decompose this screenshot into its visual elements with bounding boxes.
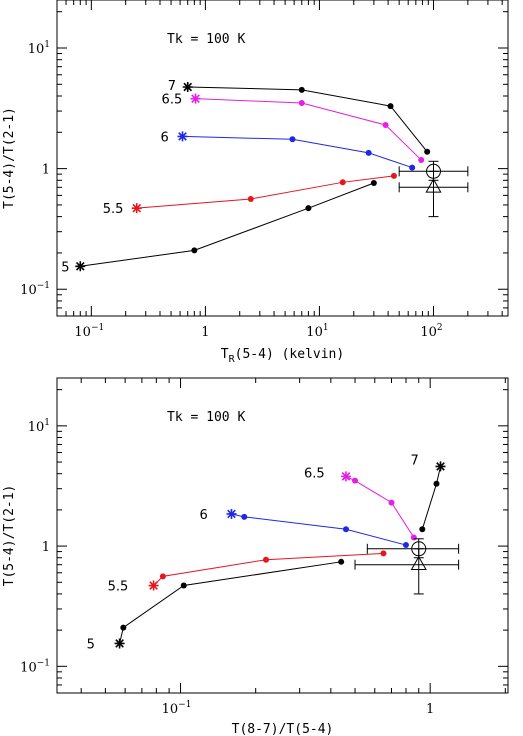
series-6: 6	[161, 130, 416, 171]
triangle-marker	[410, 555, 427, 571]
plot-frame	[56, 377, 509, 694]
series-label: 5	[61, 260, 69, 275]
y-tick-label: 101	[28, 418, 50, 435]
observation-triangle	[398, 170, 469, 218]
data-point	[387, 103, 394, 110]
series-label: 7	[168, 79, 176, 94]
series-line	[187, 86, 428, 153]
series-5: 5	[87, 558, 345, 652]
y-tick-label: 1	[42, 163, 50, 178]
series-7: 7	[168, 79, 431, 155]
series-label: 5	[87, 637, 95, 652]
data-point	[433, 480, 440, 487]
series-7: 7	[411, 453, 446, 533]
temperature-annotation: Tk = 100 K	[167, 32, 245, 47]
triangle-marker	[425, 178, 442, 193]
x-axis-title: T(8-7)/T(5-4)	[232, 722, 334, 736]
x-tick-label: 10−1	[162, 700, 192, 717]
series-label: 6.5	[304, 466, 325, 481]
data-point	[409, 164, 416, 171]
y-tick-label: 10−1	[20, 281, 50, 298]
data-point	[298, 99, 305, 106]
observation-triangle	[354, 548, 460, 595]
data-point	[305, 205, 312, 212]
series-start-star	[190, 93, 201, 104]
series-line	[119, 561, 342, 644]
data-point	[241, 513, 248, 520]
series-start-star	[177, 131, 188, 142]
series-start-star	[340, 471, 351, 482]
series-line	[421, 466, 441, 530]
series-line	[231, 513, 407, 546]
series-6.5: 6.5	[304, 466, 417, 541]
data-point	[424, 148, 431, 155]
data-point	[388, 499, 395, 506]
y-axis-title: T(5-4)/T(2-1)	[2, 485, 17, 587]
data-point	[298, 86, 305, 93]
series-start-star	[114, 638, 125, 649]
data-point	[365, 149, 372, 156]
data-point	[370, 179, 377, 186]
x-tick-label: 102	[420, 323, 442, 340]
series-start-star	[75, 261, 86, 272]
plot-frame	[56, 0, 509, 317]
data-point	[382, 121, 389, 128]
series-label: 6.5	[162, 93, 183, 108]
series-5.5: 5.5	[103, 172, 397, 217]
series-line	[182, 135, 413, 169]
data-point	[418, 156, 425, 163]
series-start-star	[435, 461, 446, 472]
series-label: 5.5	[108, 580, 129, 595]
data-point	[380, 550, 387, 557]
data-point	[120, 624, 127, 631]
series-label: 6	[199, 508, 207, 523]
series-6: 6	[199, 508, 409, 549]
temperature-annotation: Tk = 100 K	[167, 410, 245, 425]
y-tick-label: 1	[42, 540, 50, 555]
series-5: 5	[61, 179, 377, 275]
y-tick-label: 10−1	[20, 658, 50, 675]
series-line	[136, 175, 395, 209]
series-line	[153, 552, 384, 586]
data-point	[263, 556, 270, 563]
series-label: 5.5	[103, 202, 124, 217]
series-start-star	[182, 81, 193, 92]
data-point	[191, 247, 198, 254]
data-point	[352, 477, 359, 484]
panel-bottom: 10−1 1 10−1 1 101 T(8-7)/T(5-4) T(5-4)/T(2-1) T…	[2, 377, 509, 736]
data-point	[159, 573, 166, 580]
x-axis-title: TR(5-4) (kelvin)	[221, 347, 344, 365]
panel-top: 10−1 1 101 102 10−1 1 101 TR(5-4) (kelvin) T(5-4…	[2, 0, 509, 365]
x-tick-label: 1	[201, 325, 209, 340]
series-start-star	[131, 203, 142, 214]
data-point	[410, 534, 417, 541]
series-6.5: 6.5	[162, 93, 425, 163]
series-start-star	[226, 508, 237, 519]
series-line	[195, 98, 422, 161]
data-point	[180, 582, 187, 589]
data-point	[342, 526, 349, 533]
data-point	[289, 136, 296, 143]
data-point	[419, 526, 426, 533]
x-tick-label: 10−1	[74, 323, 104, 340]
series-start-star	[148, 580, 159, 591]
series-line	[80, 182, 375, 267]
y-tick-label: 101	[28, 40, 50, 57]
x-tick-label: 101	[306, 323, 328, 340]
x-tick-label: 1	[426, 702, 434, 717]
data-point	[390, 172, 397, 179]
data-point	[339, 179, 346, 186]
data-point	[402, 542, 409, 549]
data-point	[247, 195, 254, 202]
series-label: 6	[161, 130, 169, 145]
series-5.5: 5.5	[108, 550, 387, 595]
data-point	[338, 558, 345, 565]
series-label: 7	[411, 453, 419, 468]
y-axis-title: T(5-4)/T(2-1)	[2, 107, 17, 209]
series-line	[345, 475, 415, 538]
